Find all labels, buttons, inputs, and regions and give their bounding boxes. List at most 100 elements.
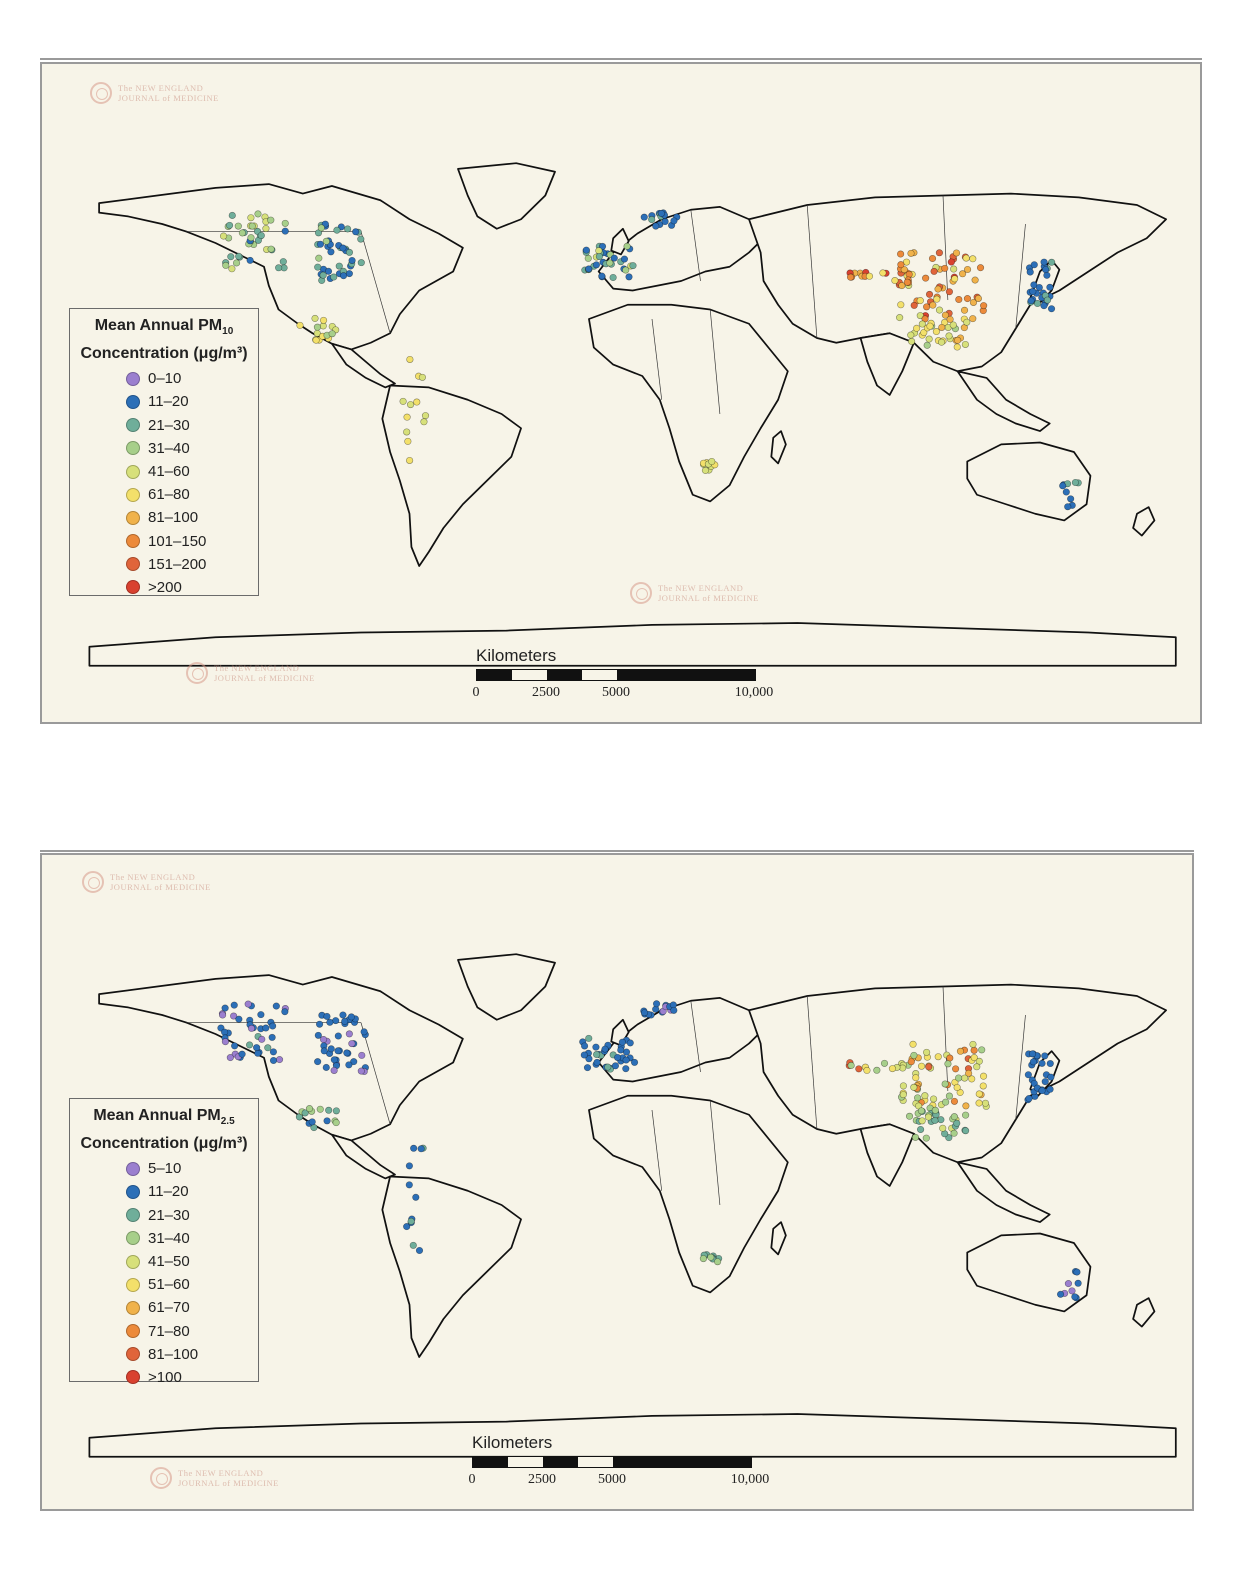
pm25-legend: Mean Annual PM2.5 Concentration (μg/m³) … <box>69 1098 259 1386</box>
station-marker <box>412 1193 420 1201</box>
station-marker <box>269 1056 278 1065</box>
legend-item: 71–80 <box>126 1320 252 1343</box>
legend-item: 5–10 <box>126 1157 252 1180</box>
station-marker <box>595 247 603 255</box>
station-marker <box>629 262 637 270</box>
station-marker <box>1056 1290 1065 1298</box>
station-marker <box>979 1082 987 1090</box>
logo-line-1: The NEW ENGLAND <box>178 1468 264 1478</box>
station-marker <box>611 1062 620 1070</box>
scale-label: 0 <box>468 1472 476 1487</box>
station-marker <box>332 1119 340 1127</box>
station-marker <box>613 1053 622 1061</box>
station-marker <box>910 301 918 309</box>
station-marker <box>333 226 341 234</box>
station-marker <box>328 330 336 338</box>
legend-title: Mean Annual PM2.5 Concentration (μg/m³) <box>80 1107 248 1153</box>
station-marker <box>909 1040 917 1048</box>
station-marker <box>295 1113 303 1121</box>
scale-labels: 0 2500 5000 10,000 <box>468 1472 770 1490</box>
station-marker <box>648 216 656 224</box>
station-marker <box>932 328 940 336</box>
station-marker <box>1027 297 1035 305</box>
station-marker <box>946 315 954 323</box>
station-marker <box>326 1018 334 1026</box>
station-marker <box>955 296 963 304</box>
station-marker <box>592 1043 600 1051</box>
station-marker <box>254 1049 262 1057</box>
bottom-panel-rule <box>40 850 1194 852</box>
station-marker <box>279 258 287 266</box>
legend-label: 41–60 <box>148 462 190 480</box>
station-marker <box>235 252 243 260</box>
station-marker <box>218 1011 227 1019</box>
station-marker <box>404 437 412 445</box>
legend-item: 51–60 <box>126 1273 252 1296</box>
station-marker <box>1041 1052 1049 1060</box>
station-marker <box>917 1125 925 1133</box>
legend-list: 0–10 11–20 21–30 31–40 41–60 61–80 81–100 101–1… <box>76 367 252 599</box>
legend-title: Mean Annual PM10 Concentration (μg/m³) <box>80 317 248 363</box>
station-marker <box>1030 261 1038 269</box>
legend-item: 151–200 <box>126 553 252 576</box>
station-marker <box>652 222 660 230</box>
station-marker <box>323 1012 331 1020</box>
legend-item: 21–30 <box>126 1204 252 1227</box>
station-marker <box>945 1092 953 1100</box>
nejm-seal-icon <box>90 82 112 104</box>
station-marker <box>974 294 982 302</box>
station-marker <box>921 1092 929 1100</box>
station-marker <box>625 273 633 281</box>
station-marker <box>348 1040 356 1048</box>
landmass-southeast-asia <box>956 1161 1051 1223</box>
station-marker <box>937 338 946 346</box>
landmass-southeast-asia <box>956 370 1051 432</box>
legend-item: 41–60 <box>126 460 252 483</box>
station-marker <box>305 1105 314 1113</box>
station-marker <box>1042 266 1050 274</box>
station-marker <box>348 256 356 264</box>
legend-label: 11–20 <box>148 1183 189 1201</box>
legend-label: 31–40 <box>148 1229 190 1247</box>
station-marker <box>623 242 631 250</box>
station-marker <box>264 1044 272 1052</box>
station-marker <box>253 1044 261 1052</box>
nejm-logo: The NEW ENGLAND JOURNAL of MEDICINE <box>150 1467 279 1489</box>
station-marker <box>912 1074 920 1082</box>
station-marker <box>846 273 855 281</box>
station-marker <box>1074 1279 1082 1287</box>
station-marker <box>928 254 937 263</box>
station-marker <box>267 216 275 224</box>
station-marker <box>640 1009 649 1017</box>
station-marker <box>598 242 607 250</box>
station-marker <box>897 301 905 309</box>
station-marker <box>230 1012 238 1020</box>
station-marker <box>314 1031 322 1039</box>
station-marker <box>325 1106 333 1114</box>
legend-swatch <box>126 580 140 595</box>
nejm-logo: The NEW ENGLAND JOURNAL of MEDICINE <box>630 582 759 604</box>
station-marker <box>620 255 629 263</box>
station-marker <box>963 318 971 326</box>
station-marker <box>269 1022 277 1030</box>
station-marker <box>350 1058 358 1066</box>
station-marker <box>626 1039 634 1047</box>
station-marker <box>358 1051 366 1059</box>
station-marker <box>413 398 421 406</box>
station-marker <box>592 261 601 269</box>
station-marker <box>598 272 606 280</box>
pm25-map-panel: The NEW ENGLAND JOURNAL of MEDICINE The … <box>40 853 1194 1511</box>
landmass-madagascar <box>770 430 787 465</box>
station-marker <box>580 1042 589 1050</box>
station-marker <box>961 1074 969 1082</box>
station-marker <box>701 466 710 474</box>
station-marker <box>965 1069 973 1077</box>
station-marker <box>247 234 255 242</box>
scale-bar: Kilometers 0 2500 5000 10,000 <box>473 646 774 703</box>
station-marker <box>226 1054 234 1062</box>
station-marker <box>1029 287 1037 295</box>
logo-line-2: JOURNAL of MEDICINE <box>110 882 211 892</box>
legend-swatch <box>126 1370 140 1385</box>
legend-swatch <box>126 1277 140 1292</box>
legend-swatch <box>126 1347 140 1362</box>
